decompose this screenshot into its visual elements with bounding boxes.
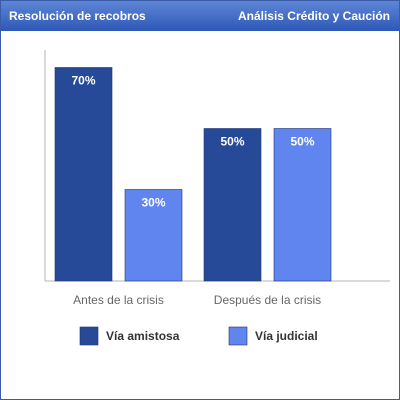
legend-label-0: Vía amistosa <box>106 329 180 343</box>
bar-amistosa-1 <box>203 128 262 282</box>
data-label-0-1: 50% <box>220 135 244 149</box>
legend-swatch-0 <box>79 326 99 346</box>
category-label-1: Después de la crisis <box>214 293 321 307</box>
category-label-0: Antes de la crisis <box>73 293 164 307</box>
chart-source: Análisis Crédito y Caución <box>237 9 390 23</box>
legend-label-1: Vía judicial <box>255 329 318 343</box>
bar-judicial-0 <box>124 189 183 282</box>
data-label-0-0: 70% <box>71 74 95 88</box>
chart-title: Resolución de recobros <box>9 9 146 23</box>
bar-amistosa-0 <box>54 67 113 282</box>
chart-header: Resolución de recobros Análisis Crédito … <box>1 1 399 31</box>
legend-swatch-1 <box>228 326 248 346</box>
data-label-1-0: 30% <box>141 196 165 210</box>
data-label-1-1: 50% <box>290 135 314 149</box>
bar-judicial-1 <box>273 128 332 282</box>
